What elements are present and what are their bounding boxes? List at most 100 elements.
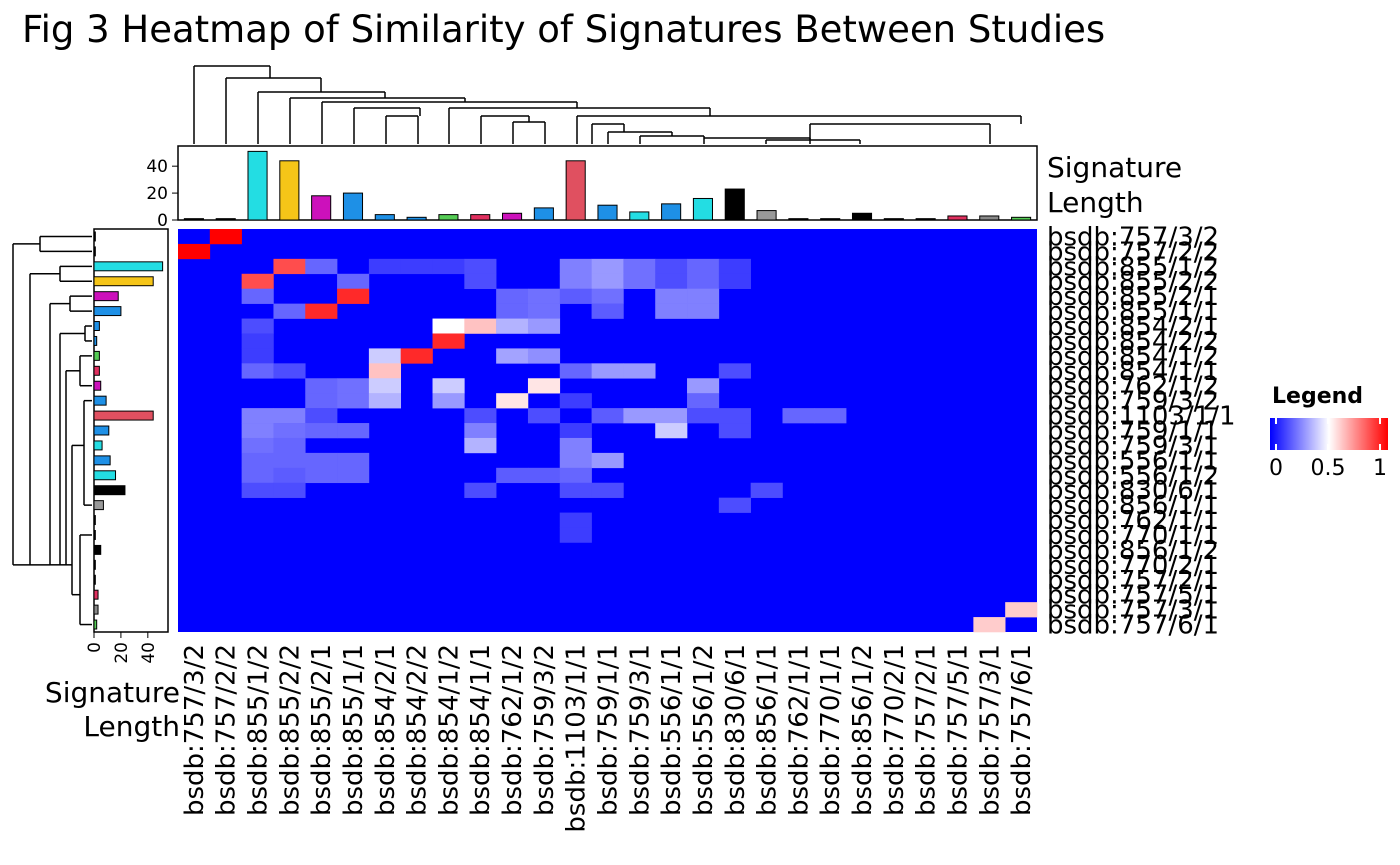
top-annotation-bar: [279, 160, 300, 221]
heatmap-cell: [464, 423, 497, 439]
heatmap-cell: [241, 363, 274, 379]
heatmap-cell: [623, 408, 656, 424]
left-axis-tick-label: 40: [139, 642, 159, 664]
left-annotation-bar: [93, 395, 107, 406]
heatmap-cell: [527, 378, 561, 394]
left-annotation-bar: [93, 335, 98, 346]
heatmap-cell: [559, 482, 592, 498]
row-label: bsdb:856/1/1: [1047, 491, 1219, 521]
top-annotation-bar: [883, 218, 904, 221]
left-axis-tick-label: 0: [85, 642, 105, 653]
heatmap-cell: [178, 243, 211, 260]
top-annotation-bar: [724, 188, 745, 221]
left-axis-tick-label: 20: [112, 642, 132, 664]
heatmap-cell: [368, 258, 402, 275]
heatmap-cell: [527, 348, 561, 364]
heatmap-cell: [337, 378, 370, 394]
heatmap-cell: [655, 303, 688, 319]
column-label: bsdb:770/1/1: [816, 644, 846, 816]
top-annotation-bar: [851, 212, 873, 221]
left-annotation-bar: [93, 589, 99, 600]
heatmap-cell: [718, 273, 751, 290]
legend-title: Legend: [1272, 384, 1363, 409]
heatmap-cell: [241, 437, 274, 454]
heatmap-cell: [273, 303, 306, 319]
row-label: bsdb:770/1/1: [1047, 521, 1219, 551]
heatmap-cell: [527, 318, 561, 334]
heatmap-cell: [973, 617, 1006, 633]
heatmap-cell: [591, 408, 624, 424]
heatmap-cell: [464, 258, 497, 275]
left-annotation-title: Length: [83, 710, 180, 743]
heatmap-cell: [305, 467, 338, 484]
heatmap-cell: [687, 288, 720, 304]
row-label: bsdb:854/1/1: [1047, 357, 1219, 387]
row-label: bsdb:757/2/2: [1047, 237, 1219, 267]
heatmap-cell: [559, 512, 592, 528]
row-label: bsdb:759/1/1: [1047, 417, 1219, 447]
heatmap-cell: [687, 378, 720, 394]
column-label: bsdb:759/1/1: [594, 644, 624, 816]
heatmap-cell: [527, 288, 561, 304]
left-annotation-bar: [93, 410, 154, 421]
heatmap-cell: [559, 273, 592, 290]
left-annotation-bar: [93, 470, 117, 481]
heatmap-cell: [305, 408, 338, 424]
top-annotation-title: Signature: [1047, 151, 1182, 184]
legend-tick-label: 1: [1373, 456, 1387, 481]
column-label: bsdb:854/1/2: [434, 644, 464, 816]
column-label: bsdb:856/1/2: [848, 644, 878, 816]
heatmap-cell: [273, 363, 306, 379]
left-annotation-bar: [93, 306, 122, 317]
left-annotation-bar: [93, 425, 110, 436]
row-label: bsdb:757/3/1: [1047, 596, 1219, 626]
left-annotation-bar: [93, 500, 104, 511]
column-label: bsdb:762/1/2: [498, 644, 528, 816]
heatmap-cell: [241, 452, 274, 469]
left-annotation-bar: [93, 530, 96, 540]
row-label: bsdb:757/2/1: [1047, 566, 1219, 596]
heatmap-cell: [337, 423, 370, 439]
heatmap-cell: [591, 303, 624, 319]
heatmap-cell: [591, 288, 624, 304]
heatmap-cell: [273, 452, 306, 469]
column-label: bsdb:556/1/2: [689, 644, 719, 816]
heatmap-cell: [496, 348, 529, 364]
heatmap-cell: [305, 378, 338, 394]
left-annotation-bar: [93, 515, 96, 526]
row-label: bsdb:830/6/1: [1047, 476, 1219, 506]
left-annotation-bar: [93, 291, 119, 302]
heatmap-cell: [337, 452, 370, 469]
heatmap-cell: [559, 437, 592, 454]
row-label: bsdb:854/2/1: [1047, 312, 1219, 342]
heatmap-cell: [687, 258, 720, 275]
left-annotation-bar: [93, 261, 164, 272]
top-annotation-bar: [788, 218, 809, 221]
column-label: bsdb:855/1/2: [244, 644, 274, 816]
heatmap-cell: [655, 423, 688, 439]
legend-tick-label: 0.5: [1311, 456, 1346, 481]
heatmap-cell: [273, 467, 306, 484]
top-annotation-bar: [979, 215, 1000, 221]
row-label: bsdb:855/1/1: [1047, 297, 1219, 327]
heatmap-cell: [718, 423, 751, 439]
heatmap-cell: [305, 452, 338, 469]
top-annotation-title: Length: [1047, 186, 1144, 219]
heatmap-cell: [305, 258, 338, 275]
heatmap-cell: [241, 423, 274, 439]
top-annotation-bar: [756, 210, 777, 221]
row-label: bsdb:770/2/1: [1047, 551, 1219, 581]
heatmap-cell: [559, 527, 592, 543]
top-annotation-bar: [661, 203, 682, 221]
row-label: bsdb:1103/1/1: [1047, 402, 1236, 432]
left-annotation-bar: [93, 365, 100, 376]
chart-title: Fig 3 Heatmap of Similarity of Signature…: [22, 8, 1106, 51]
top-annotation-bar: [311, 195, 332, 221]
heatmap-cell: [687, 393, 720, 409]
top-annotation-bar: [1011, 216, 1032, 221]
heatmap-cell: [623, 273, 656, 290]
top-annotation-bar: [692, 197, 713, 221]
column-label: bsdb:762/1/1: [784, 644, 814, 816]
heatmap-cell: [464, 408, 497, 424]
top-annotation-bar: [947, 215, 968, 221]
